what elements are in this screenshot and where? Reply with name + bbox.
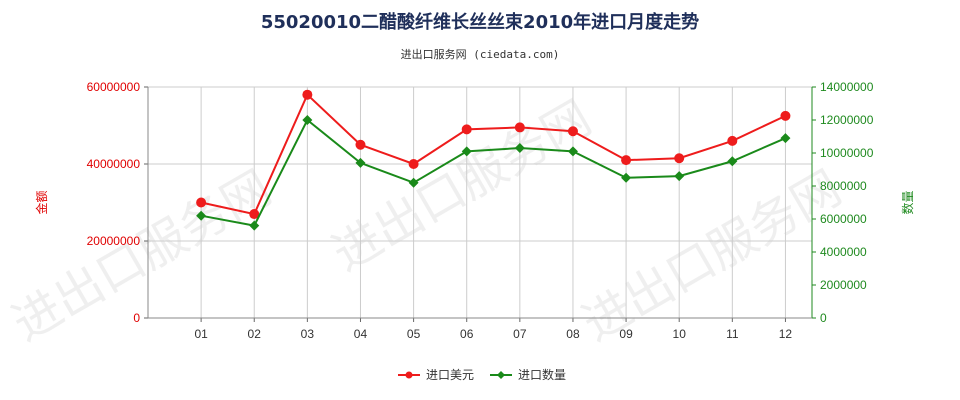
watermark-text: 进出口服务网 xyxy=(3,160,280,353)
series-1-point xyxy=(302,89,313,100)
y-right-tick-label: 12000000 xyxy=(820,113,874,127)
series-1-point xyxy=(674,153,685,164)
y-right-tick-label: 14000000 xyxy=(820,80,874,94)
series-1-point xyxy=(514,122,525,133)
y-right-axis-title: 数量 xyxy=(900,190,915,214)
y-left-tick-label: 0 xyxy=(133,311,140,325)
x-tick-label: 07 xyxy=(513,327,527,341)
series-1-point xyxy=(196,197,207,208)
y-right-tick-label: 2000000 xyxy=(820,278,867,292)
series-2-point xyxy=(408,177,419,188)
series-2-point xyxy=(196,210,207,221)
y-left-axis-title: 金额 xyxy=(34,190,49,214)
watermark-text: 进出口服务网 xyxy=(323,90,600,283)
series-2-point xyxy=(461,146,472,157)
x-tick-label: 03 xyxy=(301,327,315,341)
series-1-point xyxy=(727,135,738,146)
x-tick-label: 08 xyxy=(566,327,580,341)
x-tick-label: 11 xyxy=(726,327,739,341)
y-right-tick-label: 8000000 xyxy=(820,179,867,193)
y-right-tick-label: 10000000 xyxy=(820,146,874,160)
y-right-tick-label: 4000000 xyxy=(820,245,867,259)
series-layer xyxy=(196,89,791,231)
x-tick-label: 09 xyxy=(619,327,633,341)
x-tick-label: 02 xyxy=(248,327,262,341)
watermark-text: 进出口服务网 xyxy=(573,160,850,353)
series-2-point xyxy=(727,156,738,167)
series-2-point xyxy=(674,171,685,182)
series-2-point xyxy=(621,172,632,183)
y-left-tick-label: 40000000 xyxy=(87,157,141,171)
legend-label-1: 进口美元 xyxy=(426,368,474,382)
series-2-point xyxy=(567,146,578,157)
legend: 进口美元 进口数量 xyxy=(398,367,566,382)
series-2-point xyxy=(302,115,313,125)
series-1-point xyxy=(249,209,260,220)
chart-title: 55020010二醋酸纤维长丝丝束2010年进口月度走势 xyxy=(261,11,699,33)
y-left-tick-label: 20000000 xyxy=(87,234,141,248)
chart-subtitle: 进出口服务网 (ciedata.com) xyxy=(401,47,560,61)
x-tick-label: 10 xyxy=(673,327,687,341)
series-2-point xyxy=(355,157,366,168)
series-2-point xyxy=(514,143,525,154)
legend-marker-1 xyxy=(405,371,413,379)
x-tick-label: 04 xyxy=(354,327,368,341)
series-1-point xyxy=(621,155,632,166)
x-tick-label: 12 xyxy=(779,327,793,341)
series-1-point xyxy=(461,124,472,135)
series-1-point xyxy=(355,139,366,150)
x-tick-label: 05 xyxy=(407,327,421,341)
legend-marker-2 xyxy=(497,371,505,379)
y-right-tick-label: 6000000 xyxy=(820,212,867,226)
series-line-1 xyxy=(200,93,786,216)
legend-label-2: 进口数量 xyxy=(518,367,566,382)
y-right-tick-label: 0 xyxy=(820,311,827,325)
series-1-point xyxy=(408,159,419,169)
x-tick-label: 01 xyxy=(194,327,208,341)
series-1-point xyxy=(567,126,578,137)
series-line-2 xyxy=(200,118,786,227)
x-tick-label: 06 xyxy=(460,327,474,341)
series-2-point xyxy=(780,133,791,144)
series-1-point xyxy=(780,110,791,121)
y-left-tick-label: 60000000 xyxy=(87,80,141,94)
series-2-point xyxy=(249,220,260,231)
